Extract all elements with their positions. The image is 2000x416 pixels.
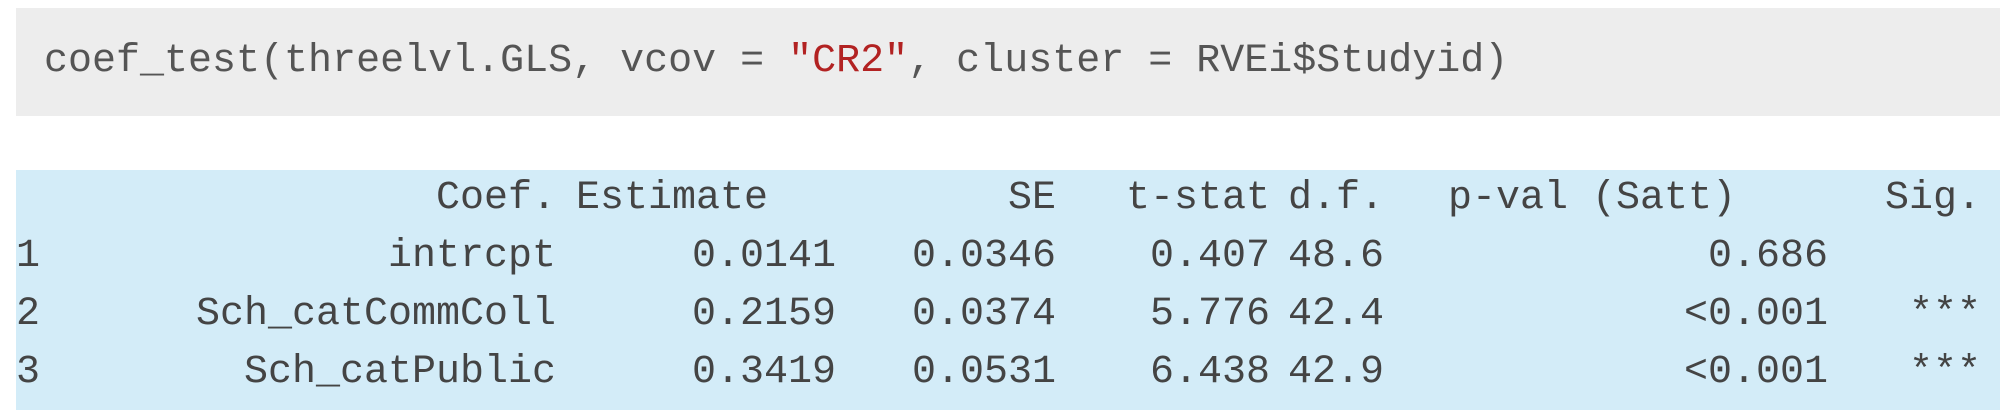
output-row: 1 intrcpt 0.0141 0.0346 0.407 48.6 0.686 xyxy=(16,228,1828,286)
row-index: 2 xyxy=(16,292,41,337)
header-df: d.f. xyxy=(1288,176,1385,221)
code-chunk: coef_test(threelvl.GLS, vcov = "CR2", cl… xyxy=(16,8,2000,116)
row-tstat: 0.407 xyxy=(1149,234,1270,279)
console-output: Coef. Estimate SE t-stat d.f. p-val (Sat… xyxy=(16,170,2000,410)
row-coef: Sch_catPublic xyxy=(243,350,556,395)
output-row: 3 Sch_catPublic 0.3419 0.0531 6.438 42.9… xyxy=(16,344,1981,402)
header-coef: Coef. xyxy=(435,176,556,221)
row-se: 0.0374 xyxy=(911,292,1056,337)
row-pval: <0.001 xyxy=(1683,292,1828,337)
row-tstat: 6.438 xyxy=(1149,350,1270,395)
output-header-row: Coef. Estimate SE t-stat d.f. p-val (Sat… xyxy=(16,170,1981,228)
header-sig: Sig. xyxy=(1884,176,1981,221)
row-se: 0.0346 xyxy=(911,234,1056,279)
header-pval: p-val (Satt) xyxy=(1448,176,1737,221)
code-args-after-string: , cluster = RVEi$Studyid) xyxy=(908,39,1509,84)
row-estimate: 0.2159 xyxy=(691,292,836,337)
row-index: 1 xyxy=(16,234,41,279)
row-sig: *** xyxy=(1908,350,1981,395)
code-function-name: coef_test xyxy=(44,39,261,84)
row-estimate: 0.0141 xyxy=(691,234,836,279)
header-tstat: t-stat xyxy=(1125,176,1270,221)
row-coef: Sch_catCommColl xyxy=(195,292,556,337)
row-df: 48.6 xyxy=(1288,234,1385,279)
output-row: 2 Sch_catCommColl 0.2159 0.0374 5.776 42… xyxy=(16,286,1981,344)
code-line: coef_test(threelvl.GLS, vcov = "CR2", cl… xyxy=(44,34,1508,90)
row-se: 0.0531 xyxy=(911,350,1056,395)
row-coef: intrcpt xyxy=(387,234,556,279)
row-estimate: 0.3419 xyxy=(691,350,836,395)
header-se: SE xyxy=(1007,176,1056,221)
row-df: 42.9 xyxy=(1288,350,1385,395)
row-index: 3 xyxy=(16,350,41,395)
row-pval: 0.686 xyxy=(1707,234,1828,279)
header-estimate: Estimate xyxy=(576,176,769,221)
row-pval: <0.001 xyxy=(1683,350,1828,395)
row-df: 42.4 xyxy=(1288,292,1385,337)
code-args-before-string: (threelvl.GLS, vcov = xyxy=(260,39,789,84)
code-string-literal: "CR2" xyxy=(788,39,909,84)
row-sig: *** xyxy=(1908,292,1981,337)
row-tstat: 5.776 xyxy=(1149,292,1270,337)
